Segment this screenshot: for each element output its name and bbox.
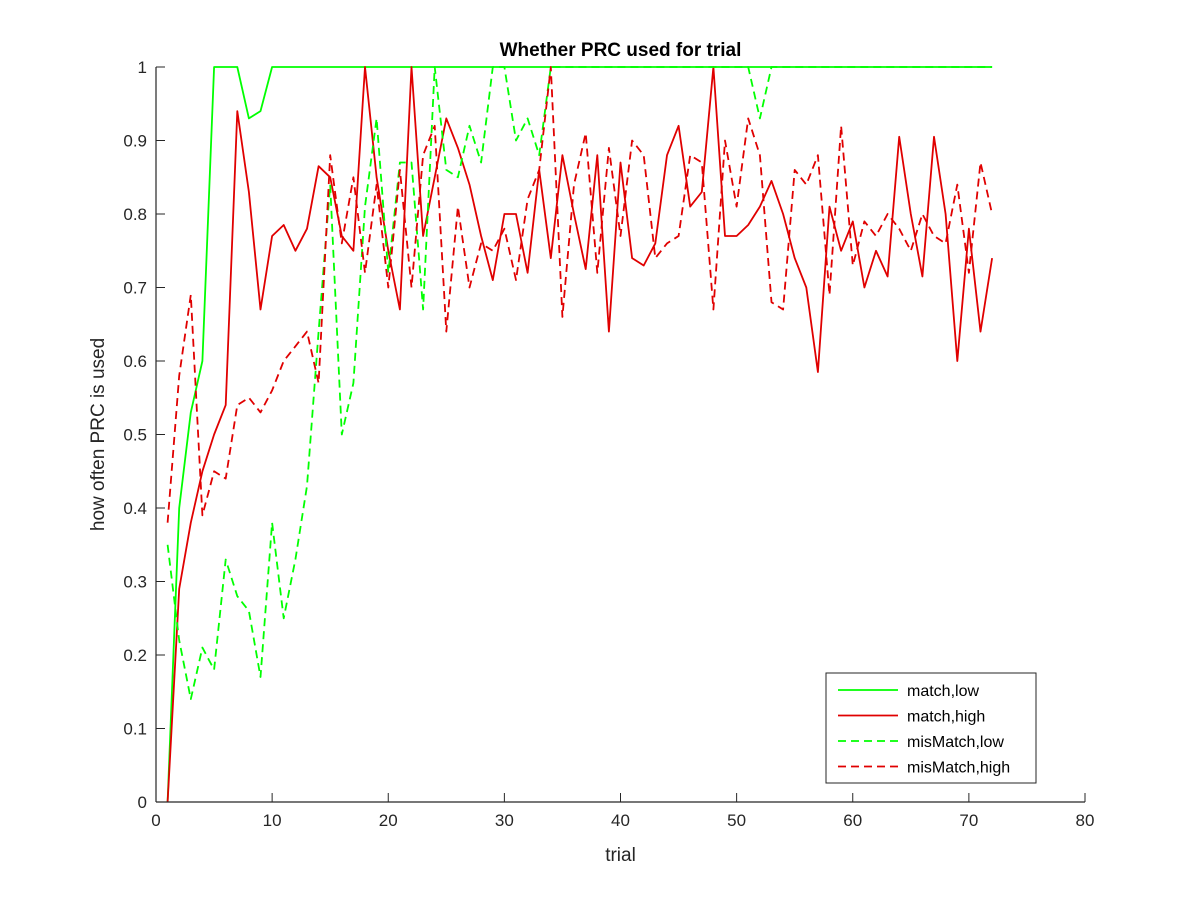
y-tick-label: 0 [138, 793, 147, 812]
x-axis-label: trial [605, 845, 636, 866]
y-tick-label: 0.6 [123, 352, 147, 371]
x-tick-label: 30 [495, 811, 514, 830]
series-line-3 [166, 66, 993, 700]
axes-layer: 0 10 20 30 40 50 60 70 80 0 0.1 0.2 0.3 0.4 0.5 0.6 0.7 0… [123, 58, 1094, 830]
legend-entry-label: misMatch,high [907, 760, 1010, 777]
y-tick-label: 0.8 [123, 205, 147, 224]
y-tick-label: 0.7 [123, 279, 147, 298]
legend-box [825, 672, 1037, 784]
chart-title: Whether PRC used for trial [500, 40, 742, 61]
y-tick-label: 0.4 [123, 499, 147, 518]
legend: match,low match,high misMatch,low misMatch,… [825, 672, 1037, 784]
legend-entry-label: match,high [907, 709, 985, 726]
y-tick-label: 0.1 [123, 720, 147, 739]
y-tick-label: 0.2 [123, 646, 147, 665]
x-tick-label: 0 [151, 811, 160, 830]
legend-entry-label: match,low [907, 683, 979, 700]
x-tick-label: 50 [727, 811, 746, 830]
y-tick-label: 0.3 [123, 573, 147, 592]
y-axis-label: how often PRC is used [88, 338, 109, 531]
series-layer [166, 66, 993, 803]
series-line-2 [166, 66, 993, 803]
x-tick-label: 10 [263, 811, 282, 830]
y-tick-label: 1 [138, 58, 147, 77]
x-tick-label: 20 [379, 811, 398, 830]
x-tick-label: 60 [843, 811, 862, 830]
legend-entry-label: misMatch,low [907, 734, 1004, 751]
x-tick-label: 40 [611, 811, 630, 830]
series-line-4 [166, 66, 993, 523]
y-tick-label: 0.9 [123, 132, 147, 151]
x-tick-label: 70 [959, 811, 978, 830]
x-tick-label: 80 [1076, 811, 1095, 830]
y-tick-label: 0.5 [123, 426, 147, 445]
